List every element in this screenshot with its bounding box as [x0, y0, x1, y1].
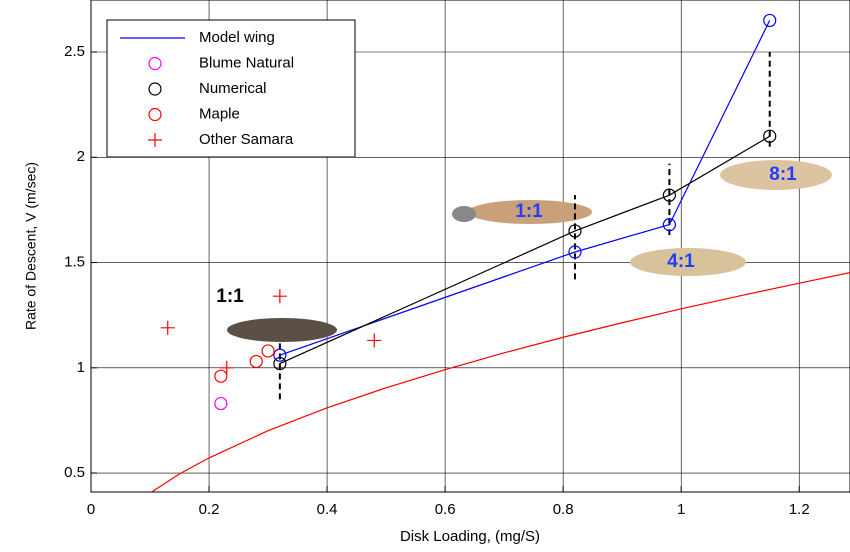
marker [662, 218, 676, 232]
legend-label: Other Samara [199, 131, 294, 148]
legend-box [106, 19, 356, 158]
marker [568, 245, 582, 259]
x-tick-label: 0.6 [435, 501, 456, 518]
marker [148, 56, 162, 71]
y-tick-label: 2 [77, 148, 85, 165]
plot [150, 13, 850, 492]
annotation: 1:1 [515, 201, 543, 222]
marker [367, 333, 382, 348]
x-tick-label: 0.8 [553, 501, 574, 518]
seed-image [227, 318, 337, 342]
annotation: 4:1 [667, 251, 695, 272]
x-tick-label: 0.2 [199, 501, 220, 518]
legend-label: Numerical [199, 80, 267, 97]
series-line [150, 272, 850, 492]
series-line [279, 20, 771, 356]
marker [219, 360, 234, 375]
marker [763, 13, 777, 28]
legend-label: Blume Natural [199, 54, 294, 71]
marker [148, 107, 162, 122]
x-axis-label: Disk Loading, (mg/S) [400, 528, 540, 545]
marker [148, 133, 162, 147]
marker [272, 289, 287, 304]
marker [249, 354, 263, 369]
y-tick-label: 1 [77, 359, 85, 376]
y-axis-label: Rate of Descent, V (m/sec) [23, 162, 39, 330]
marker [160, 320, 175, 335]
y-tick-label: 2.5 [64, 43, 85, 60]
seed-images [227, 160, 832, 342]
marker [662, 188, 676, 202]
overlay: 0 0.2 0.4 0.6 0.8 1 1.2 0.5 1 1.5 2 2.5 1:1 1:1 4:1 8:1… [64, 19, 810, 518]
marker [214, 396, 228, 411]
legend-label: Model wing [199, 29, 275, 46]
marker [568, 224, 582, 238]
x-tick-label: 0 [87, 501, 95, 518]
marker [273, 356, 287, 371]
legend: Model wing Blume Natural Numerical Maple Oth… [106, 19, 356, 158]
marker [763, 129, 777, 143]
marker [148, 82, 162, 96]
marker [214, 369, 228, 383]
x-tick-label: 1 [677, 501, 685, 518]
seed-image [468, 200, 592, 224]
seed-image [452, 206, 476, 222]
marker [273, 348, 287, 362]
y-tick-label: 1.5 [64, 253, 85, 270]
annotation: 8:1 [769, 164, 797, 185]
legend-label: Maple [199, 105, 240, 122]
x-tick-label: 1.2 [789, 501, 810, 518]
x-tick-label: 0.4 [317, 501, 338, 518]
y-tick-label: 0.5 [64, 464, 85, 481]
seed-image [720, 160, 832, 190]
series-line [279, 135, 771, 365]
annotation: 1:1 [216, 286, 244, 307]
seed-image [630, 248, 746, 276]
marker [261, 344, 275, 358]
